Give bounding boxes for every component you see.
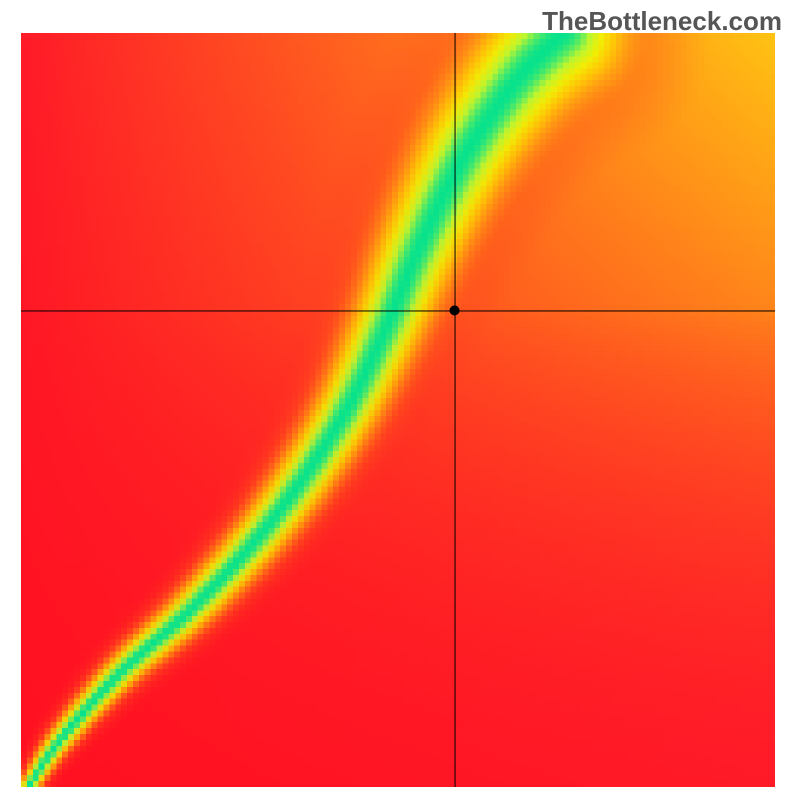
chart-container: TheBottleneck.com bbox=[0, 0, 800, 800]
watermark-text: TheBottleneck.com bbox=[542, 6, 782, 37]
overlay-canvas bbox=[0, 0, 800, 800]
